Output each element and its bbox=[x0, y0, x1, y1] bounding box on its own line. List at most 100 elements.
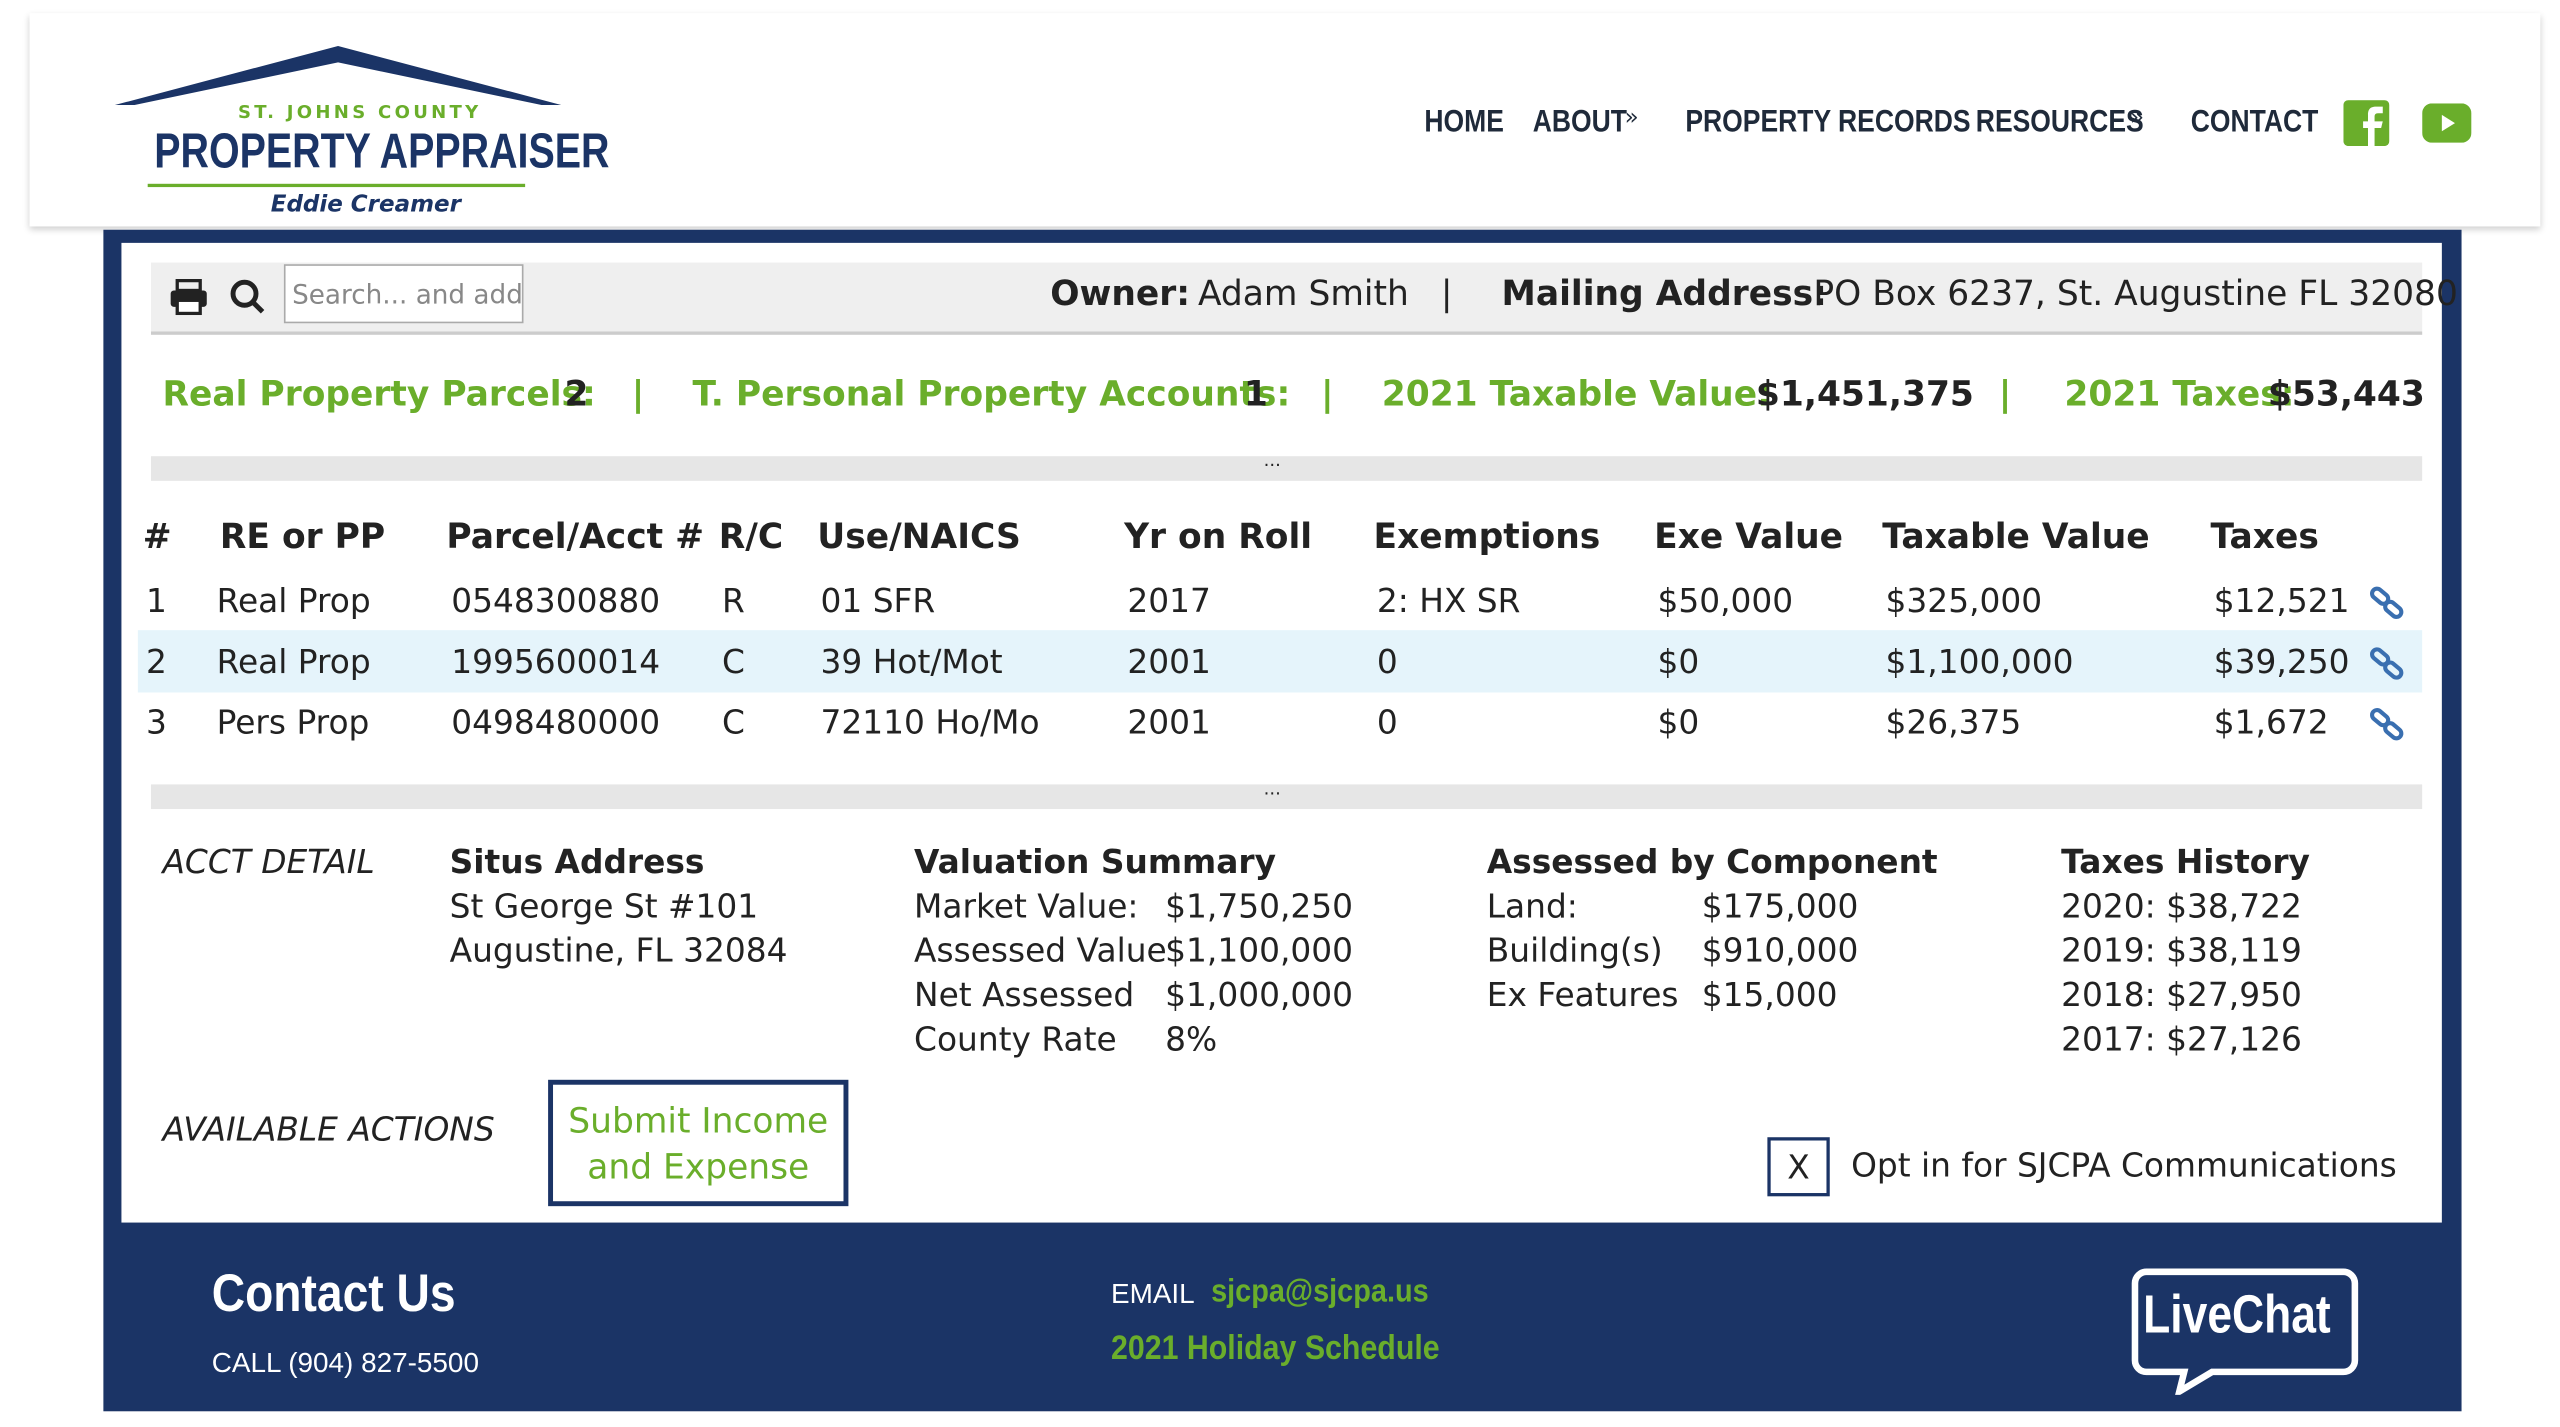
table-cell: 2017 bbox=[1127, 580, 1211, 621]
detail-value: 8% bbox=[1165, 1019, 1218, 1059]
detail-value: $1,750,250 bbox=[1165, 886, 1354, 926]
mailing-address: PO Box 6237, St. Augustine FL 32080 bbox=[1813, 274, 2458, 314]
table-cell: 1995600014 bbox=[451, 641, 661, 682]
divider-dots: ... bbox=[1263, 777, 1281, 800]
table-cell: 0 bbox=[1376, 702, 1398, 742]
table-cell: C bbox=[722, 702, 745, 742]
detail-label: Ex Features bbox=[1486, 974, 1679, 1015]
section-label: ACCT DETAIL bbox=[162, 841, 375, 882]
detail-label: County Rate bbox=[914, 1019, 1117, 1059]
separator: | bbox=[1440, 274, 1453, 314]
column-header: Taxes bbox=[2210, 516, 2319, 557]
logo-rule bbox=[147, 183, 526, 188]
toolbar bbox=[150, 262, 2423, 335]
detail-value: $27,950 bbox=[2166, 974, 2302, 1015]
table-cell: 1 bbox=[146, 580, 167, 621]
owner: Adam Smith bbox=[1197, 274, 1409, 314]
detail-value: $910,000 bbox=[1701, 930, 1859, 970]
holiday-link[interactable]: 2021 Holiday Schedule bbox=[1110, 1329, 1440, 1367]
column-header: RE or PP bbox=[219, 516, 386, 557]
detail-label: 2017: bbox=[2061, 1019, 2156, 1059]
detail-label: Market Value: bbox=[914, 886, 1139, 926]
table-cell: 01 SFR bbox=[820, 580, 936, 621]
table-cell: 0 bbox=[1376, 641, 1398, 682]
logo-name[interactable]: PROPERTY APPRAISER bbox=[154, 124, 610, 179]
detail-title: Assessed by Component bbox=[1486, 841, 1938, 882]
detail-label: Building(s) bbox=[1486, 930, 1663, 970]
summary-value: $1,451,375 bbox=[1755, 374, 1974, 414]
summary-label: Real Property Parcels: bbox=[162, 374, 596, 414]
table-cell: Pers Prop bbox=[216, 702, 370, 742]
table-cell: C bbox=[722, 641, 745, 682]
column-header: R/C bbox=[718, 516, 784, 557]
logo-county: ST. JOHNS COUNTY bbox=[237, 101, 482, 124]
print-icon[interactable] bbox=[169, 278, 208, 316]
column-header: Exemptions bbox=[1373, 516, 1601, 557]
link-icon[interactable] bbox=[2370, 647, 2406, 683]
table-cell: R bbox=[722, 580, 745, 621]
livechat-text[interactable]: LiveChat bbox=[2143, 1283, 2331, 1345]
header bbox=[29, 13, 2541, 227]
nav-item[interactable]: ABOUT bbox=[1532, 105, 1627, 140]
detail-title: Situs Address bbox=[449, 841, 705, 882]
search-placeholder: Search... and add bbox=[292, 278, 523, 311]
nav-item[interactable]: RESOURCES bbox=[1975, 105, 2144, 140]
facebook-icon[interactable] bbox=[2343, 100, 2390, 147]
nav-item[interactable]: CONTACT bbox=[2190, 105, 2319, 140]
detail-label: Net Assessed bbox=[914, 974, 1135, 1015]
table-cell: $0 bbox=[1657, 641, 1700, 682]
detail-value: $27,126 bbox=[2166, 1019, 2302, 1059]
livechat-bubble[interactable] bbox=[2130, 1267, 2360, 1395]
nav-item[interactable]: PROPERTY RECORDS bbox=[1685, 105, 1971, 140]
table-cell: 0548300880 bbox=[451, 580, 661, 621]
detail-value: $15,000 bbox=[1701, 974, 1838, 1015]
divider bbox=[150, 784, 2423, 810]
table-cell: 3 bbox=[146, 702, 167, 742]
chevron: » bbox=[2130, 105, 2145, 132]
detail-title: Valuation Summary bbox=[914, 841, 1276, 882]
footer-call: CALL (904) 827-5500 bbox=[211, 1347, 479, 1379]
table-cell: 2001 bbox=[1127, 702, 1211, 742]
youtube-icon[interactable] bbox=[2422, 103, 2472, 143]
summary-label: T. Personal Property Accounts: bbox=[692, 374, 1291, 414]
detail-label: 2019: bbox=[2061, 930, 2156, 970]
table-cell: Real Prop bbox=[216, 580, 371, 621]
link-icon[interactable] bbox=[2370, 586, 2406, 622]
detail-line: St George St #101 bbox=[449, 886, 759, 926]
separator: | bbox=[1998, 374, 2012, 414]
row-highlight bbox=[137, 630, 2423, 693]
detail-title: Taxes History bbox=[2061, 841, 2310, 882]
mailing-label: Mailing Address: bbox=[1501, 274, 1827, 314]
detail-label: Land: bbox=[1486, 886, 1578, 926]
submit-button[interactable]: Submit Income and Expense bbox=[548, 1079, 849, 1207]
table-cell: $325,000 bbox=[1885, 580, 2043, 621]
nav-item[interactable]: HOME bbox=[1424, 105, 1504, 140]
footer-email-label: EMAIL bbox=[1110, 1278, 1195, 1310]
panel bbox=[121, 242, 2442, 1223]
separator: | bbox=[1321, 374, 1334, 414]
section-label: AVAILABLE ACTIONS bbox=[162, 1109, 495, 1149]
logo-roof bbox=[114, 45, 562, 106]
divider bbox=[150, 456, 2423, 481]
table-cell: $0 bbox=[1657, 702, 1700, 742]
search-icon[interactable] bbox=[230, 279, 266, 315]
footer-email[interactable]: sjcpa@sjcpa.us bbox=[1211, 1273, 1429, 1310]
table-cell: 72110 Ho/Mo bbox=[820, 702, 1040, 742]
table-cell: 2: HX SR bbox=[1376, 580, 1521, 621]
summary-value: $53,443 bbox=[2267, 374, 2425, 414]
detail-line: Augustine, FL 32084 bbox=[449, 930, 788, 970]
logo-person: Eddie Creamer bbox=[270, 192, 461, 219]
table-cell: $26,375 bbox=[1885, 702, 2022, 742]
link-icon[interactable] bbox=[2370, 707, 2406, 743]
detail-label: 2018: bbox=[2061, 974, 2156, 1015]
search-input[interactable] bbox=[283, 264, 524, 324]
detail-value: $38,119 bbox=[2166, 930, 2302, 970]
summary-value: 2 bbox=[564, 374, 589, 414]
opt-in-checkbox[interactable]: X bbox=[1767, 1137, 1830, 1197]
column-header: # bbox=[142, 516, 172, 557]
column-header: Parcel/Acct # bbox=[446, 516, 705, 557]
table-cell: $50,000 bbox=[1657, 580, 1794, 621]
table-cell: 2001 bbox=[1127, 641, 1211, 682]
